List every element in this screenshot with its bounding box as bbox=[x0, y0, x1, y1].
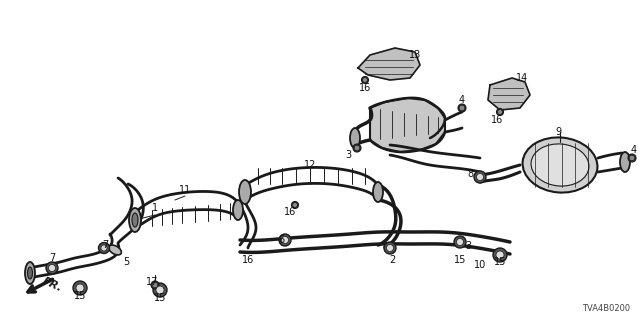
Ellipse shape bbox=[497, 108, 504, 116]
Text: 5: 5 bbox=[123, 257, 129, 267]
Ellipse shape bbox=[156, 286, 164, 294]
Ellipse shape bbox=[152, 282, 158, 288]
Text: 16: 16 bbox=[359, 83, 371, 93]
Ellipse shape bbox=[28, 267, 33, 279]
Text: TVA4B0200: TVA4B0200 bbox=[582, 304, 630, 313]
Text: 9: 9 bbox=[555, 127, 561, 137]
Ellipse shape bbox=[373, 182, 383, 202]
Ellipse shape bbox=[354, 145, 360, 151]
Ellipse shape bbox=[279, 234, 291, 246]
Text: 16: 16 bbox=[284, 207, 296, 217]
Ellipse shape bbox=[73, 281, 87, 295]
Text: 2: 2 bbox=[389, 255, 395, 265]
Ellipse shape bbox=[353, 144, 361, 152]
Text: 12: 12 bbox=[304, 160, 316, 170]
Ellipse shape bbox=[629, 155, 635, 161]
Text: 11: 11 bbox=[179, 185, 191, 195]
Polygon shape bbox=[488, 78, 530, 110]
Ellipse shape bbox=[292, 203, 298, 207]
Text: 1: 1 bbox=[152, 203, 158, 213]
Ellipse shape bbox=[628, 154, 636, 162]
Ellipse shape bbox=[531, 144, 589, 186]
Text: 15: 15 bbox=[74, 291, 86, 301]
Ellipse shape bbox=[387, 244, 394, 252]
Ellipse shape bbox=[151, 281, 159, 289]
Text: 6: 6 bbox=[278, 235, 284, 245]
Ellipse shape bbox=[282, 236, 289, 244]
Ellipse shape bbox=[109, 245, 122, 255]
Ellipse shape bbox=[132, 213, 138, 227]
Polygon shape bbox=[358, 48, 420, 80]
Ellipse shape bbox=[101, 245, 107, 251]
Ellipse shape bbox=[362, 76, 369, 84]
Ellipse shape bbox=[493, 248, 507, 262]
Text: 8: 8 bbox=[467, 169, 473, 179]
Text: 16: 16 bbox=[242, 255, 254, 265]
Ellipse shape bbox=[523, 137, 597, 193]
Polygon shape bbox=[370, 98, 445, 152]
Ellipse shape bbox=[99, 243, 109, 253]
Ellipse shape bbox=[239, 180, 251, 204]
Text: 7: 7 bbox=[49, 253, 55, 263]
Ellipse shape bbox=[456, 238, 463, 245]
Text: 15: 15 bbox=[154, 293, 166, 303]
Ellipse shape bbox=[49, 265, 56, 271]
Ellipse shape bbox=[458, 104, 466, 112]
Text: 13: 13 bbox=[409, 50, 421, 60]
Text: 15: 15 bbox=[454, 255, 466, 265]
Text: 4: 4 bbox=[631, 145, 637, 155]
Ellipse shape bbox=[153, 283, 167, 297]
Ellipse shape bbox=[233, 200, 243, 220]
Ellipse shape bbox=[477, 173, 483, 180]
Ellipse shape bbox=[460, 105, 465, 111]
Text: FR.: FR. bbox=[40, 276, 63, 294]
Text: 4: 4 bbox=[459, 95, 465, 105]
Ellipse shape bbox=[129, 208, 141, 232]
Ellipse shape bbox=[25, 262, 35, 284]
Text: 3: 3 bbox=[465, 241, 471, 251]
Ellipse shape bbox=[350, 128, 360, 148]
Text: 14: 14 bbox=[516, 73, 528, 83]
Ellipse shape bbox=[620, 152, 630, 172]
Ellipse shape bbox=[46, 262, 58, 274]
Text: 17: 17 bbox=[146, 277, 158, 287]
Ellipse shape bbox=[497, 109, 502, 115]
Ellipse shape bbox=[384, 242, 396, 254]
Text: 10: 10 bbox=[474, 260, 486, 270]
Ellipse shape bbox=[362, 77, 367, 83]
Text: 3: 3 bbox=[345, 150, 351, 160]
Text: 16: 16 bbox=[491, 115, 503, 125]
Ellipse shape bbox=[496, 251, 504, 259]
Ellipse shape bbox=[76, 284, 84, 292]
Ellipse shape bbox=[454, 236, 466, 248]
Text: 15: 15 bbox=[494, 257, 506, 267]
Text: 7: 7 bbox=[102, 240, 108, 250]
Ellipse shape bbox=[474, 171, 486, 183]
Ellipse shape bbox=[291, 202, 298, 209]
